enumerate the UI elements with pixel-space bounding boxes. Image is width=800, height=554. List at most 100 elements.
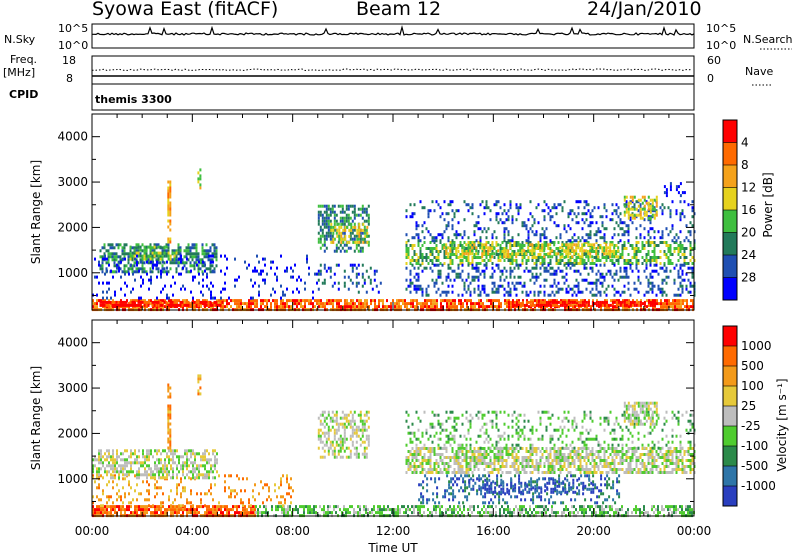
data-cell — [151, 300, 154, 304]
data-cell — [439, 215, 442, 219]
data-cell — [265, 508, 267, 512]
colorbar-swatch — [723, 165, 737, 188]
data-cell — [599, 300, 602, 304]
data-cell — [201, 300, 204, 304]
data-cell — [674, 302, 676, 306]
data-cell — [196, 492, 198, 496]
data-cell — [197, 303, 200, 307]
data-cell — [206, 299, 208, 303]
data-cell — [629, 293, 632, 297]
data-cell — [555, 247, 558, 250]
data-cell — [109, 255, 112, 259]
data-cell — [152, 263, 154, 267]
data-cell — [354, 305, 356, 309]
data-cell — [529, 290, 532, 294]
data-cell — [551, 206, 554, 210]
data-cell — [172, 275, 174, 279]
data-cell — [655, 213, 658, 217]
data-cell — [332, 305, 334, 309]
data-cell — [533, 221, 536, 225]
data-cell — [393, 508, 395, 512]
data-cell — [169, 303, 172, 307]
data-cell — [533, 249, 536, 253]
data-cell — [325, 225, 328, 229]
data-cell — [523, 508, 525, 512]
data-cell — [157, 251, 160, 255]
data-cell — [513, 266, 516, 270]
data-cell — [635, 207, 638, 211]
data-cell — [635, 511, 637, 515]
data-cell — [215, 249, 218, 253]
data-cell — [665, 269, 668, 273]
data-cell — [163, 251, 166, 255]
data-cell — [531, 256, 534, 259]
data-cell — [477, 252, 480, 256]
data-cell — [175, 303, 178, 307]
data-cell — [288, 299, 290, 303]
data-cell — [344, 299, 346, 303]
data-cell — [335, 213, 338, 217]
data-cell — [681, 263, 684, 267]
data-cell — [96, 305, 98, 309]
data-cell — [683, 278, 686, 282]
data-cell — [140, 296, 142, 300]
data-cell — [322, 305, 324, 309]
data-cell — [483, 272, 486, 276]
data-cell — [417, 236, 420, 240]
data-cell — [325, 210, 328, 214]
data-cell — [465, 290, 468, 294]
data-cell — [532, 299, 534, 303]
data-cell — [407, 505, 409, 509]
data-cell — [351, 219, 354, 223]
data-cell — [679, 256, 682, 259]
data-cell — [615, 259, 618, 262]
data-cell — [398, 305, 400, 309]
data-cell — [475, 263, 478, 267]
data-cell — [296, 278, 298, 282]
data-cell — [675, 511, 677, 515]
data-cell — [660, 305, 662, 309]
data-cell — [468, 299, 470, 303]
data-cell — [647, 241, 650, 244]
data-cell — [577, 269, 580, 273]
data-cell — [270, 266, 272, 270]
data-cell — [92, 501, 94, 505]
data-cell — [471, 252, 474, 256]
data-cell — [224, 305, 226, 309]
data-cell — [651, 241, 654, 244]
data-cell — [454, 305, 456, 309]
data-cell — [610, 299, 612, 303]
data-cell — [488, 299, 490, 303]
data-cell — [543, 303, 546, 307]
data-cell — [466, 305, 468, 309]
data-cell — [133, 248, 136, 252]
y-tick-label: 1000 — [57, 266, 88, 280]
data-cell — [669, 212, 672, 216]
power-ylabel: Slant Range [km] — [29, 160, 43, 264]
data-cell — [557, 224, 560, 228]
data-cell — [539, 233, 542, 237]
data-cell — [655, 262, 658, 265]
data-cell — [498, 305, 500, 309]
data-cell — [449, 200, 452, 204]
data-cell — [427, 247, 430, 250]
data-cell — [443, 246, 446, 250]
data-cell — [467, 262, 470, 265]
data-cell — [673, 278, 676, 282]
data-cell — [155, 303, 158, 307]
date-title: 24/Jan/2010 — [587, 0, 702, 20]
data-cell — [672, 305, 674, 309]
data-cell — [411, 244, 414, 247]
data-cell — [599, 236, 602, 240]
data-cell — [679, 212, 682, 216]
data-cell — [363, 237, 366, 241]
data-cell — [599, 215, 602, 219]
data-cell — [115, 300, 118, 304]
data-cell — [124, 281, 126, 285]
data-cell — [557, 203, 560, 207]
data-cell — [547, 300, 550, 304]
data-cell — [347, 275, 350, 279]
data-cell — [365, 207, 368, 211]
data-cell — [152, 266, 154, 270]
data-cell — [647, 253, 650, 256]
